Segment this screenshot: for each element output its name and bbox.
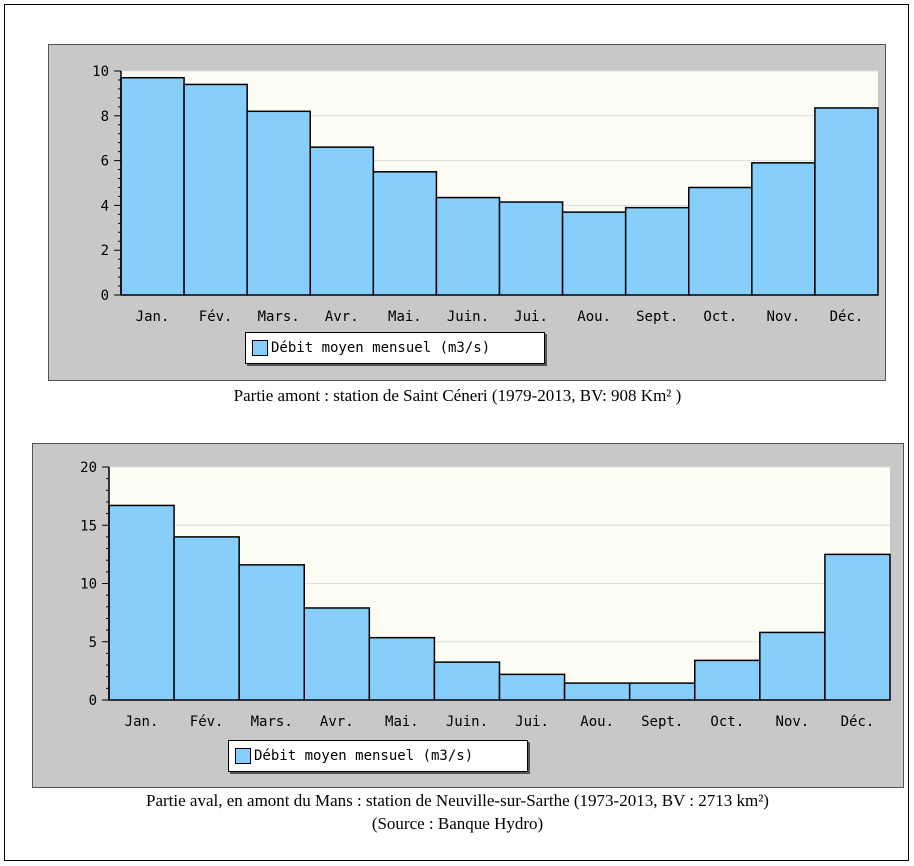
bar-Déc. bbox=[824, 553, 891, 701]
legend-label: Débit moyen mensuel (m3/s) bbox=[254, 748, 474, 764]
x-tick-label: Oct. bbox=[703, 309, 737, 325]
chart-upstream: 0 2 4 6 8 10 Jan. Fév. Mars. Avr. Mai. Juin. Jui. Aou… bbox=[48, 44, 886, 381]
bar-Jan. bbox=[120, 76, 185, 296]
bar-Oct. bbox=[694, 659, 761, 701]
x-tick-label: Fév. bbox=[199, 309, 233, 325]
y-tick-label: 2 bbox=[101, 243, 109, 259]
x-tick-label: Jan. bbox=[136, 309, 170, 325]
bar-Jan. bbox=[108, 504, 175, 701]
bar-Sept. bbox=[628, 682, 696, 701]
y-tick-label: 0 bbox=[101, 288, 109, 304]
x-tick-label: Mars. bbox=[258, 309, 300, 325]
x-tick-label: Nov. bbox=[776, 714, 810, 730]
chart-upstream-legend: Débit moyen mensuel (m3/s) bbox=[245, 332, 545, 364]
legend-swatch bbox=[235, 748, 251, 764]
x-tick-label: Déc. bbox=[830, 309, 864, 325]
x-tick-label: Aou. bbox=[580, 714, 614, 730]
x-tick-label: Juin. bbox=[447, 309, 489, 325]
bar-Aou. bbox=[563, 682, 631, 701]
x-tick-label: Mai. bbox=[385, 714, 419, 730]
bar-Mai. bbox=[368, 636, 436, 701]
x-tick-label: Mai. bbox=[388, 309, 422, 325]
y-tick-label: 6 bbox=[101, 154, 109, 170]
x-tick-label: Nov. bbox=[767, 309, 801, 325]
chart-downstream-legend: Débit moyen mensuel (m3/s) bbox=[228, 740, 528, 772]
x-tick-label: Fév. bbox=[190, 714, 224, 730]
bar-Jui. bbox=[498, 673, 566, 701]
y-tick-label: 5 bbox=[89, 635, 97, 651]
x-tick-label: Sept. bbox=[636, 309, 678, 325]
bar-Mars. bbox=[246, 110, 312, 296]
caption-downstream: Partie aval, en amont du Mans : station … bbox=[146, 791, 769, 810]
x-tick-label: Jan. bbox=[125, 714, 159, 730]
bar-Mai. bbox=[372, 171, 438, 296]
bar-Nov. bbox=[751, 162, 816, 296]
bar-Avr. bbox=[303, 607, 371, 701]
y-tick-label: 20 bbox=[80, 460, 97, 476]
x-tick-label: Sept. bbox=[641, 714, 683, 730]
x-tick-label: Mars. bbox=[251, 714, 293, 730]
bar-Jui. bbox=[498, 201, 564, 296]
legend-swatch bbox=[252, 340, 268, 356]
legend-label: Débit moyen mensuel (m3/s) bbox=[271, 340, 491, 356]
bar-Oct. bbox=[688, 186, 753, 296]
y-tick-label: 10 bbox=[92, 64, 109, 80]
chart-upstream-svg: 0 2 4 6 8 10 Jan. Fév. Mars. Avr. Mai. Juin. Jui. Aou… bbox=[92, 64, 879, 325]
bar-Juin. bbox=[433, 661, 501, 701]
bar-Déc. bbox=[814, 107, 879, 296]
x-tick-label: Avr. bbox=[320, 714, 354, 730]
bar-Juin. bbox=[435, 196, 501, 296]
y-tick-label: 10 bbox=[80, 577, 97, 593]
bar-Sept. bbox=[624, 206, 690, 296]
figure-frame: 0 2 4 6 8 10 Jan. Fév. Mars. Avr. Mai. Juin. Jui. Aou… bbox=[4, 4, 909, 861]
x-tick-label: Jui. bbox=[515, 714, 549, 730]
bar-Fév. bbox=[183, 83, 248, 296]
y-tick-label: 8 bbox=[101, 109, 109, 125]
x-tick-label: Avr. bbox=[325, 309, 359, 325]
bar-Aou. bbox=[561, 211, 627, 296]
chart-downstream: 0 5 10 15 20 Jan. Fév. Mars. Avr. Mai. Juin. Jui. Ao… bbox=[32, 443, 904, 788]
bar-Avr. bbox=[309, 146, 375, 296]
x-tick-label: Jui. bbox=[514, 309, 548, 325]
caption-upstream: Partie amont : station de Saint Céneri (… bbox=[233, 386, 682, 405]
x-tick-label: Oct. bbox=[710, 714, 744, 730]
bar-Fév. bbox=[173, 536, 240, 701]
x-tick-label: Juin. bbox=[446, 714, 488, 730]
caption-source: (Source : Banque Hydro) bbox=[371, 814, 544, 833]
bar-Nov. bbox=[759, 631, 826, 701]
x-tick-label: Aou. bbox=[577, 309, 611, 325]
y-tick-label: 15 bbox=[80, 518, 97, 534]
y-tick-label: 4 bbox=[101, 198, 109, 214]
x-tick-label: Déc. bbox=[841, 714, 875, 730]
bar-Mars. bbox=[238, 564, 306, 701]
y-tick-label: 0 bbox=[89, 693, 97, 709]
chart-downstream-svg: 0 5 10 15 20 Jan. Fév. Mars. Avr. Mai. Juin. Jui. Ao… bbox=[80, 460, 891, 730]
